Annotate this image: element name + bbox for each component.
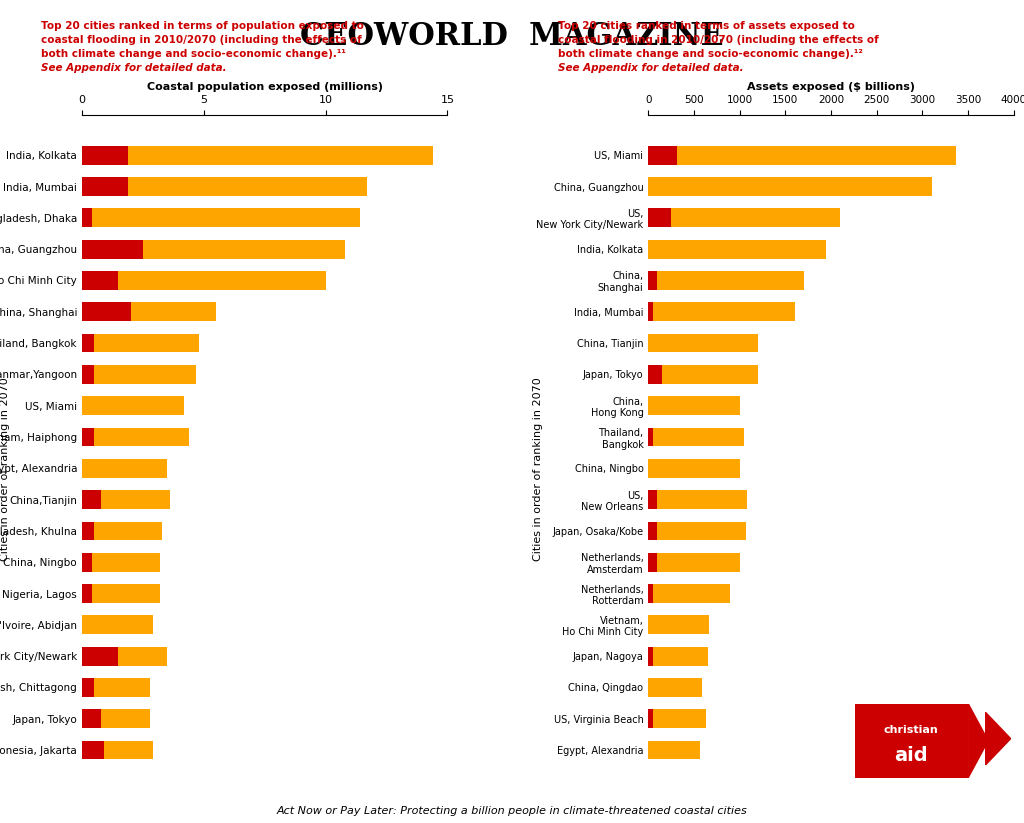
Bar bbox=[82, 584, 92, 603]
Text: coastal flooding in 2010/2070 (including the effects of: coastal flooding in 2010/2070 (including… bbox=[41, 35, 361, 44]
Text: Act Now or Pay Later: Protecting a billion people in climate-threatened coastal : Act Now or Pay Later: Protecting a billi… bbox=[276, 807, 748, 816]
Bar bbox=[648, 333, 758, 352]
Text: coastal flooding in 2010/2070 (including the effects of: coastal flooding in 2010/2070 (including… bbox=[558, 35, 879, 44]
Bar bbox=[82, 741, 103, 760]
FancyBboxPatch shape bbox=[855, 704, 969, 778]
Bar bbox=[82, 302, 131, 321]
Text: aid: aid bbox=[894, 746, 928, 765]
Bar bbox=[82, 678, 94, 697]
Bar bbox=[82, 208, 359, 227]
Bar bbox=[648, 208, 671, 227]
Bar bbox=[82, 459, 167, 477]
Bar bbox=[82, 146, 433, 165]
X-axis label: Coastal population exposed (millions): Coastal population exposed (millions) bbox=[146, 82, 383, 92]
Bar bbox=[82, 333, 94, 352]
Bar bbox=[82, 428, 94, 446]
Bar bbox=[82, 522, 163, 540]
Bar bbox=[648, 616, 709, 635]
Bar bbox=[82, 271, 119, 290]
Bar bbox=[648, 491, 746, 509]
Text: Top 20 cities ranked in terms of assets exposed to: Top 20 cities ranked in terms of assets … bbox=[558, 21, 855, 30]
Bar bbox=[82, 741, 153, 760]
Bar bbox=[82, 208, 92, 227]
Bar bbox=[82, 647, 167, 666]
Bar bbox=[648, 553, 739, 572]
Text: CEOWORLD  MAGAZINE: CEOWORLD MAGAZINE bbox=[300, 21, 724, 52]
Bar bbox=[82, 491, 170, 509]
Bar bbox=[82, 397, 184, 415]
X-axis label: Assets exposed ($ billions): Assets exposed ($ billions) bbox=[748, 82, 915, 92]
Text: See Appendix for detailed data.: See Appendix for detailed data. bbox=[558, 63, 743, 72]
Bar bbox=[82, 177, 367, 196]
Bar bbox=[648, 647, 708, 666]
Bar bbox=[82, 709, 101, 728]
Text: Top 20 cities ranked in terms of population exposed to: Top 20 cities ranked in terms of populat… bbox=[41, 21, 364, 30]
Bar bbox=[648, 428, 653, 446]
Polygon shape bbox=[985, 712, 1011, 765]
Bar bbox=[648, 302, 795, 321]
Bar bbox=[648, 302, 653, 321]
Bar bbox=[648, 741, 700, 760]
Bar bbox=[648, 678, 702, 697]
Bar bbox=[648, 397, 739, 415]
Bar bbox=[648, 208, 840, 227]
Bar bbox=[648, 709, 653, 728]
Bar bbox=[82, 616, 153, 635]
Bar bbox=[82, 491, 101, 509]
Bar bbox=[82, 678, 151, 697]
Bar bbox=[648, 522, 657, 540]
Bar bbox=[648, 146, 956, 165]
Text: Cities in order of ranking in 2070: Cities in order of ranking in 2070 bbox=[532, 377, 543, 561]
Bar bbox=[648, 428, 744, 446]
Bar bbox=[82, 239, 142, 258]
Bar bbox=[648, 491, 657, 509]
Bar bbox=[648, 709, 706, 728]
Bar bbox=[648, 271, 657, 290]
Bar bbox=[82, 428, 189, 446]
Bar bbox=[648, 553, 657, 572]
Bar bbox=[82, 709, 151, 728]
Bar bbox=[82, 271, 326, 290]
Bar bbox=[82, 333, 199, 352]
Text: Cities in order of ranking in 2070: Cities in order of ranking in 2070 bbox=[0, 377, 10, 561]
Bar bbox=[82, 146, 128, 165]
Bar bbox=[648, 239, 825, 258]
Bar bbox=[82, 177, 128, 196]
Bar bbox=[648, 459, 739, 477]
Bar bbox=[82, 553, 92, 572]
Bar bbox=[648, 365, 758, 384]
Bar bbox=[648, 146, 677, 165]
Bar bbox=[82, 584, 160, 603]
Bar bbox=[82, 365, 197, 384]
Text: christian: christian bbox=[884, 724, 938, 735]
Bar bbox=[648, 271, 804, 290]
Text: See Appendix for detailed data.: See Appendix for detailed data. bbox=[41, 63, 226, 72]
Bar bbox=[648, 584, 730, 603]
Text: both climate change and socio-economic change).¹¹: both climate change and socio-economic c… bbox=[41, 49, 346, 58]
Bar bbox=[648, 177, 932, 196]
Bar bbox=[648, 584, 653, 603]
Bar bbox=[82, 522, 94, 540]
Bar bbox=[648, 522, 746, 540]
Text: both climate change and socio-economic change).¹²: both climate change and socio-economic c… bbox=[558, 49, 863, 58]
Bar bbox=[82, 239, 345, 258]
Bar bbox=[648, 365, 663, 384]
Bar bbox=[82, 647, 119, 666]
Polygon shape bbox=[969, 704, 988, 778]
Bar bbox=[82, 302, 216, 321]
Bar bbox=[82, 553, 160, 572]
Bar bbox=[82, 365, 94, 384]
Bar bbox=[648, 647, 653, 666]
